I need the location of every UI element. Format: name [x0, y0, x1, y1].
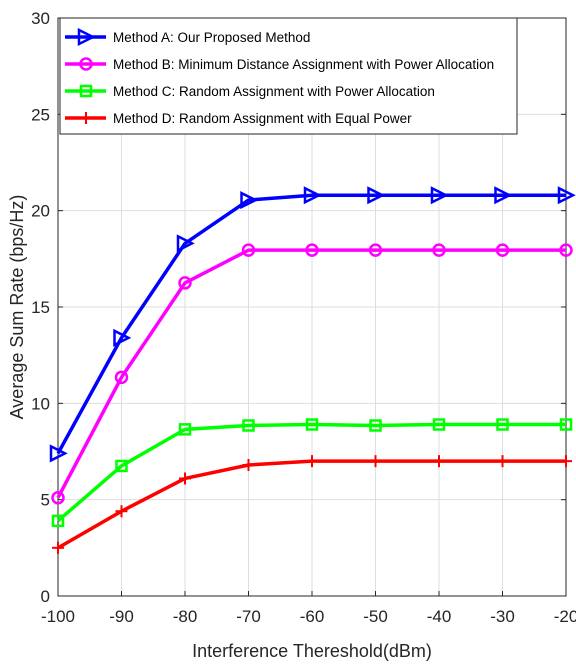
data-point [305, 418, 319, 431]
x-axis-label: Interference Thereshold(dBm) [192, 641, 432, 661]
data-point [559, 243, 573, 257]
series-4 [52, 455, 572, 554]
data-point [176, 234, 195, 253]
data-point [495, 243, 510, 257]
data-point [367, 186, 386, 205]
x-tick-label: -20 [554, 607, 576, 626]
tick-labels: -100 -90 -80 -70 -60 -50 -40 -30 -20 0 5 10 15 20 25 30 [31, 9, 576, 626]
data-point [179, 472, 191, 485]
x-tick-label: -70 [236, 607, 261, 626]
x-tick-label: -90 [109, 607, 134, 626]
x-tick-label: -30 [490, 607, 515, 626]
series-3 [51, 418, 573, 528]
data-point [79, 57, 93, 71]
data-point [115, 505, 128, 518]
series-line [56, 248, 566, 499]
y-tick-label: 25 [31, 105, 50, 124]
data-point [560, 455, 572, 468]
data-point [430, 186, 449, 205]
data-point [242, 458, 255, 471]
legend-label: Method D: Random Assignment with Equal P… [113, 111, 412, 126]
legend-label: Method C: Random Assignment with Power A… [113, 84, 435, 99]
data-point [77, 27, 96, 47]
y-axis-label: Average Sum Rate (bps/Hz) [7, 195, 27, 420]
y-tick-label: 0 [41, 587, 50, 606]
x-tick-label: -50 [363, 607, 388, 626]
y-tick-label: 15 [31, 298, 50, 317]
data-point [242, 419, 255, 432]
data-point [79, 84, 93, 98]
data-point [369, 419, 382, 432]
legend-box [59, 17, 518, 135]
data-point [178, 423, 192, 436]
x-tick-label: -80 [173, 607, 198, 626]
data-point [113, 328, 132, 347]
data-point [432, 418, 446, 431]
data-point [557, 186, 576, 205]
x-tick-label: -100 [41, 607, 75, 626]
legend-item-2: Method B: Minimum Distance Assignment wi… [65, 57, 494, 72]
data-point [496, 455, 509, 468]
data-point [241, 243, 256, 257]
data-point [52, 541, 64, 554]
data-point [305, 243, 319, 257]
data-point [49, 444, 68, 463]
x-tick-label: -60 [300, 607, 325, 626]
data-point [114, 370, 129, 385]
x-tick-label: -40 [427, 607, 452, 626]
legend: Method A: Our Proposed Method Method B: M… [59, 17, 518, 135]
data-point [496, 418, 509, 431]
data-point [51, 514, 65, 528]
data-point [306, 455, 318, 468]
legend-item-1: Method A: Our Proposed Method [65, 27, 310, 47]
data-point [494, 186, 513, 205]
data-point [559, 418, 573, 431]
legend-item-3: Method C: Random Assignment with Power A… [65, 84, 435, 99]
data-point [178, 276, 192, 290]
series-line [56, 193, 566, 455]
y-tick-label: 5 [41, 491, 50, 510]
data-point [115, 459, 128, 473]
legend-items: Method A: Our Proposed Method Method B: M… [65, 27, 494, 126]
data-point [303, 186, 322, 205]
series-2 [51, 243, 573, 505]
data-point [80, 112, 92, 124]
legend-item-4: Method D: Random Assignment with Equal P… [65, 111, 412, 126]
data-point [368, 243, 383, 257]
data-point [51, 490, 65, 505]
data-point [240, 191, 259, 210]
legend-label: Method A: Our Proposed Method [113, 30, 310, 45]
y-tick-label: 10 [31, 394, 50, 413]
legend-label: Method B: Minimum Distance Assignment wi… [113, 57, 494, 72]
y-tick-label: 20 [31, 202, 50, 221]
y-tick-label: 30 [31, 9, 50, 28]
data-point [432, 243, 446, 257]
data-point [433, 455, 445, 468]
series-layer [49, 186, 576, 554]
data-point [369, 455, 382, 468]
series-line [56, 422, 566, 523]
series-1 [49, 186, 576, 463]
